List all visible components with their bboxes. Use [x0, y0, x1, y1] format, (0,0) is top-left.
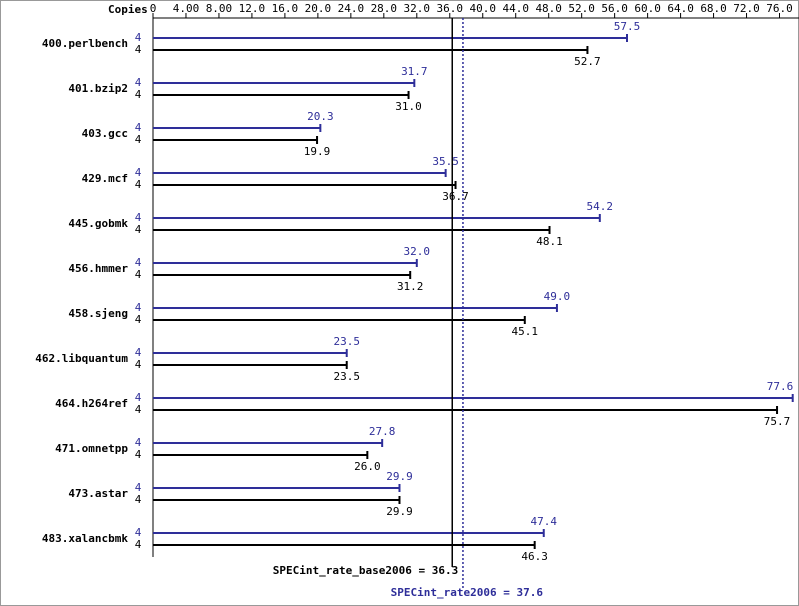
x-tick-label: 48.0	[535, 2, 562, 15]
copies: 4	[135, 493, 142, 506]
value-label: 49.0	[544, 290, 571, 303]
benchmark-label: 464.h264ref	[55, 397, 128, 410]
copies-label: Copies	[108, 3, 148, 16]
copies: 4	[135, 436, 142, 449]
benchmark-label: 429.mcf	[82, 172, 128, 185]
copies: 4	[135, 88, 142, 101]
benchmark-label: 458.sjeng	[68, 307, 128, 320]
reference-label: SPECint_rate_base2006 = 36.3	[273, 564, 458, 577]
x-tick-label: 20.0	[305, 2, 332, 15]
copies: 4	[135, 346, 142, 359]
x-tick-label: 8.00	[206, 2, 233, 15]
benchmark-label: 401.bzip2	[68, 82, 128, 95]
value-label: 77.6	[767, 380, 794, 393]
copies: 4	[135, 121, 142, 134]
copies: 4	[135, 166, 142, 179]
value-label: 32.0	[404, 245, 431, 258]
x-tick-label: 60.0	[634, 2, 661, 15]
value-label: 31.7	[401, 65, 428, 78]
copies: 4	[135, 538, 142, 551]
x-tick-label: 16.0	[272, 2, 299, 15]
value-label: 46.3	[521, 550, 548, 563]
value-label: 23.5	[333, 370, 360, 383]
benchmark-label: 471.omnetpp	[55, 442, 128, 455]
copies: 4	[135, 178, 142, 191]
value-label: 31.2	[397, 280, 424, 293]
value-label: 47.4	[530, 515, 557, 528]
value-label: 57.5	[614, 20, 641, 33]
benchmark-label: 445.gobmk	[68, 217, 128, 230]
x-tick-label: 72.0	[733, 2, 760, 15]
value-label: 35.5	[432, 155, 459, 168]
value-label: 19.9	[304, 145, 331, 158]
x-tick-label: 40.0	[469, 2, 496, 15]
value-label: 75.7	[764, 415, 791, 428]
copies: 4	[135, 133, 142, 146]
benchmark-label: 400.perlbench	[42, 37, 128, 50]
reference-label: SPECint_rate2006 = 37.6	[391, 586, 544, 599]
x-tick-label: 4.00	[173, 2, 200, 15]
copies: 4	[135, 481, 142, 494]
value-label: 20.3	[307, 110, 334, 123]
x-tick-label: 76.0	[766, 2, 793, 15]
copies: 4	[135, 256, 142, 269]
copies: 4	[135, 76, 142, 89]
copies: 4	[135, 448, 142, 461]
benchmark-label: 483.xalancbmk	[42, 532, 128, 545]
x-tick-label: 36.0	[437, 2, 464, 15]
x-tick-label: 32.0	[404, 2, 431, 15]
benchmark-label: 462.libquantum	[35, 352, 128, 365]
benchmark-label: 403.gcc	[82, 127, 128, 140]
x-tick-label: 28.0	[371, 2, 398, 15]
copies: 4	[135, 358, 142, 371]
x-tick-label: 12.0	[239, 2, 266, 15]
value-label: 54.2	[587, 200, 614, 213]
copies: 4	[135, 223, 142, 236]
copies: 4	[135, 526, 142, 539]
value-label: 45.1	[512, 325, 539, 338]
value-label: 31.0	[395, 100, 422, 113]
x-tick-label: 68.0	[700, 2, 727, 15]
value-label: 29.9	[386, 505, 413, 518]
x-tick-label: 0	[150, 2, 157, 15]
value-label: 52.7	[574, 55, 601, 68]
value-label: 26.0	[354, 460, 381, 473]
copies: 4	[135, 313, 142, 326]
value-label: 27.8	[369, 425, 396, 438]
x-tick-label: 44.0	[502, 2, 529, 15]
copies: 4	[135, 43, 142, 56]
value-label: 48.1	[536, 235, 563, 248]
x-tick-label: 64.0	[667, 2, 694, 15]
copies: 4	[135, 268, 142, 281]
copies: 4	[135, 403, 142, 416]
value-label: 29.9	[386, 470, 413, 483]
benchmark-label: 473.astar	[68, 487, 128, 500]
copies: 4	[135, 211, 142, 224]
value-label: 23.5	[333, 335, 360, 348]
x-tick-label: 56.0	[601, 2, 628, 15]
benchmark-label: 456.hmmer	[68, 262, 128, 275]
copies: 4	[135, 301, 142, 314]
x-tick-label: 52.0	[568, 2, 595, 15]
x-tick-label: 24.0	[338, 2, 365, 15]
value-label: 36.7	[442, 190, 469, 203]
copies: 4	[135, 31, 142, 44]
copies: 4	[135, 391, 142, 404]
